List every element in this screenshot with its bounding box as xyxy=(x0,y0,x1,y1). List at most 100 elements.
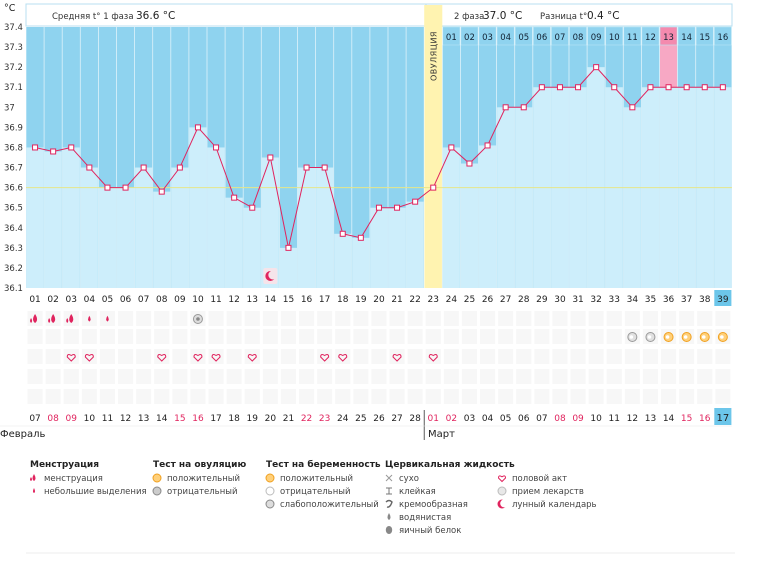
symbol-cell xyxy=(606,329,622,344)
current-day-cell xyxy=(714,290,732,306)
symbol-cell xyxy=(480,389,496,404)
legend-group-title: Тест на беременность xyxy=(266,459,381,470)
cycle-day-label: 04 xyxy=(84,295,96,305)
symbol-cell xyxy=(389,329,405,344)
x-axis-dates: 07 08 09 10 11 12 13 14 15 16 17 18 19 20 21 22 23 24 25 26… xyxy=(0,408,732,440)
symbol-cell xyxy=(389,369,405,384)
symbol-cell xyxy=(516,389,532,404)
menstruation-drop-icon xyxy=(51,314,56,323)
symbol-cell xyxy=(118,311,134,326)
y-tick-label: 37.1 xyxy=(4,83,23,93)
temperature-point xyxy=(267,154,274,161)
symbol-cell xyxy=(45,389,61,404)
symbol-cell xyxy=(389,389,405,404)
symbol-cell xyxy=(443,349,459,364)
phase2-day-number: 15 xyxy=(699,33,710,43)
phase2-day-cell xyxy=(623,26,642,46)
temperature-bar xyxy=(135,167,153,288)
phase2-day-cell xyxy=(496,26,515,46)
menstruation-drop-icon xyxy=(66,318,69,323)
y-tick-label: 37.4 xyxy=(4,23,23,33)
symbol-cell xyxy=(461,349,477,364)
symbol-cell xyxy=(45,329,61,344)
temperature-bar xyxy=(298,167,316,288)
pregnancy-test-icon-core xyxy=(647,335,652,339)
cycle-day-label: 18 xyxy=(337,295,349,305)
temperature-point xyxy=(50,148,57,155)
temperature-bar xyxy=(623,107,641,288)
cycle-day-label: 16 xyxy=(301,295,313,305)
cycle-day-label: 23 xyxy=(428,295,439,305)
temperature-point xyxy=(158,188,165,195)
symbol-cell xyxy=(661,389,677,404)
legend-item-label: половой акт xyxy=(512,474,567,484)
date-label: 12 xyxy=(627,414,638,424)
legend-group-title: Цервикальная жидкость xyxy=(385,460,515,470)
pregnancy-test-icon-core xyxy=(701,335,706,339)
pregnancy-test-icon-core xyxy=(665,335,670,339)
phase2-day-number: 10 xyxy=(609,33,620,43)
cycle-day-label: 17 xyxy=(319,295,330,305)
symbol-cell xyxy=(136,349,152,364)
symbol-cell xyxy=(353,369,369,384)
cycle-day-label: 02 xyxy=(47,295,58,305)
legend-item-label: слабоположительный xyxy=(280,500,379,510)
symbol-cell xyxy=(498,349,514,364)
symbol-cell xyxy=(299,389,315,404)
symbol-cell xyxy=(118,349,134,364)
temperature-point xyxy=(466,160,473,167)
symbol-cell xyxy=(516,349,532,364)
temperature-point xyxy=(213,144,220,151)
symbol-cell xyxy=(606,349,622,364)
date-label: 02 xyxy=(446,414,457,424)
phase2-day-number: 02 xyxy=(464,33,475,43)
ovulation-test-icon-core xyxy=(196,317,200,321)
temperature-point xyxy=(575,84,582,91)
phase2-day-number: 14 xyxy=(681,33,692,43)
symbol-cell xyxy=(606,311,622,326)
pregnancy-test-icon-core xyxy=(629,335,634,339)
symbol-cell xyxy=(118,369,134,384)
date-label: 08 xyxy=(47,414,59,424)
phase2-day-number: 04 xyxy=(500,33,511,43)
heart-icon xyxy=(247,354,257,362)
temperature-point xyxy=(86,164,93,171)
cycle-day-label: 34 xyxy=(627,295,639,305)
symbol-cell xyxy=(552,329,568,344)
diff-value: 0.4 °C xyxy=(587,10,620,22)
symbol-cell xyxy=(63,329,79,344)
legend-group-title: Менструация xyxy=(30,460,99,470)
symbol-rows xyxy=(27,311,731,404)
symbol-cell xyxy=(443,389,459,404)
symbol-cell xyxy=(190,369,206,384)
cycle-day-label: 03 xyxy=(66,295,77,305)
symbol-cell xyxy=(154,349,170,364)
symbol-cell xyxy=(534,349,550,364)
temperature-point xyxy=(194,124,201,131)
cycle-day-label: 32 xyxy=(590,295,601,305)
symbol-cell xyxy=(480,349,496,364)
legend-item-label: положительный xyxy=(167,474,240,484)
cycle-day-label: 33 xyxy=(609,295,620,305)
temperature-bar xyxy=(207,147,225,288)
legend-group-title: Тест на овуляцию xyxy=(153,460,246,470)
temperature-point xyxy=(321,164,328,171)
cycle-day-label: 21 xyxy=(391,295,402,305)
phase2-day-number: 01 xyxy=(446,33,457,43)
date-label: 28 xyxy=(409,414,421,424)
cycle-day-label: 15 xyxy=(283,295,294,305)
symbol-cell xyxy=(244,389,260,404)
symbol-cell xyxy=(679,349,695,364)
temperature-point xyxy=(104,184,111,191)
date-label: 21 xyxy=(283,414,294,424)
symbol-cell xyxy=(81,349,97,364)
symbol-cell xyxy=(27,329,43,344)
heart-icon xyxy=(84,354,94,362)
symbol-cell xyxy=(534,369,550,384)
symbol-cell xyxy=(534,329,550,344)
temperature-point xyxy=(448,144,455,151)
temperature-point xyxy=(701,84,708,91)
symbol-cell xyxy=(154,311,170,326)
symbol-cell xyxy=(317,389,333,404)
